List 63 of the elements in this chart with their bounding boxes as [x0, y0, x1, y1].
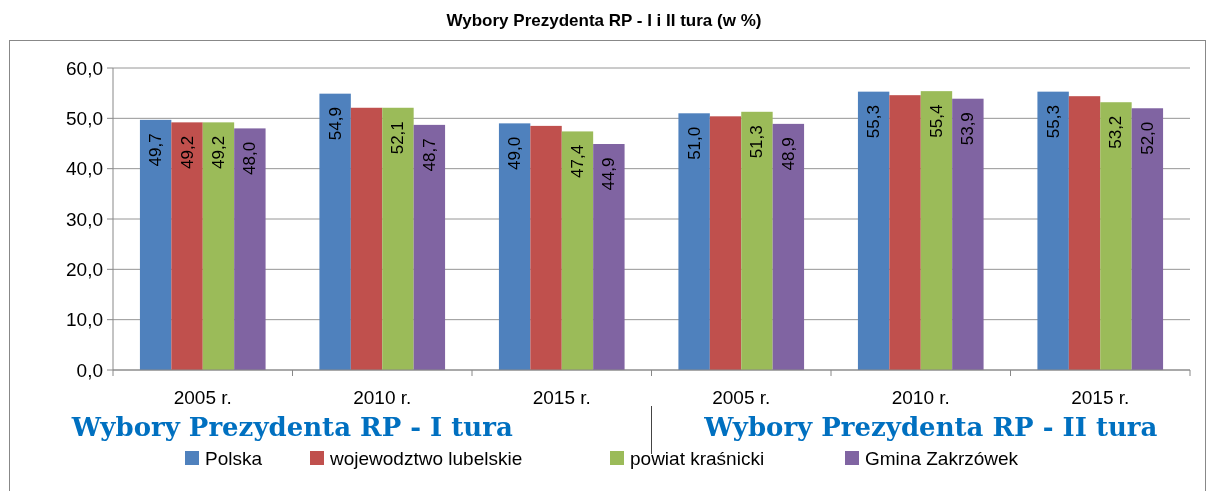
data-label: 53,2 [1106, 115, 1126, 149]
legend-label: Gmina Zakrzówek [865, 447, 1019, 469]
bar [857, 91, 890, 370]
bar [889, 95, 921, 370]
data-label: 54,9 [325, 107, 345, 141]
bar [772, 123, 805, 370]
y-tick-label: 60,0 [66, 57, 103, 79]
x-tick-label: 2005 r. [173, 387, 232, 408]
data-label: 51,3 [747, 125, 767, 159]
data-label: 49,7 [146, 133, 166, 167]
data-label: 49,2 [208, 135, 228, 169]
bar [678, 113, 710, 370]
text: Wybory Prezydenta RP - I tura [70, 412, 513, 442]
y-tick-label: 40,0 [66, 158, 103, 180]
data-label: 44,9 [599, 157, 619, 191]
legend-label: wojewodztwo lubelskie [329, 447, 523, 469]
bar [202, 122, 235, 370]
bar [1131, 108, 1164, 370]
data-label: 55,4 [926, 104, 946, 138]
legend-label: powiat kraśnicki [630, 447, 765, 469]
data-label: 49,2 [177, 135, 197, 169]
data-label: 51,0 [684, 126, 704, 160]
bar [413, 124, 446, 370]
x-tick-label: 2010 r. [353, 387, 412, 408]
chart-title: Wybory Prezydenta RP - I i II tura (w %) [446, 11, 762, 30]
text: Wybory Prezydenta RP - II tura [703, 412, 1158, 442]
x-tick-label: 2015 r. [532, 387, 591, 408]
x-tick-label: 2010 r. [891, 387, 950, 408]
bar [319, 93, 351, 370]
bar [920, 91, 953, 370]
bar [530, 125, 562, 370]
data-label: 53,9 [958, 112, 978, 146]
data-label: 55,3 [864, 105, 884, 139]
data-label: 48,9 [778, 137, 798, 171]
bar [1037, 91, 1069, 370]
data-label: 52,1 [388, 121, 408, 155]
x-tick-label: 2015 r. [1071, 387, 1130, 408]
y-tick-label: 20,0 [66, 258, 103, 280]
bar [1100, 102, 1132, 370]
y-tick-label: 30,0 [66, 208, 103, 230]
data-label: 47,4 [567, 144, 587, 178]
bar [593, 144, 625, 370]
data-label: 52,0 [1137, 121, 1157, 155]
bar [741, 111, 773, 370]
bar [1068, 96, 1101, 370]
x-tick-label: 2005 r. [712, 387, 771, 408]
bar [350, 107, 383, 370]
bar [952, 98, 984, 370]
y-tick-label: 50,0 [66, 107, 103, 129]
y-tick-label: 0,0 [76, 359, 103, 381]
bar [498, 123, 531, 370]
data-label: 48,7 [419, 138, 439, 172]
data-label: 49,0 [505, 136, 525, 170]
bar [234, 128, 266, 370]
data-label: 55,3 [1043, 105, 1063, 139]
bar [139, 119, 172, 370]
data-label: 48,0 [240, 141, 260, 175]
bar [382, 107, 414, 370]
bar [709, 116, 742, 370]
bar [561, 131, 594, 370]
y-tick-label: 10,0 [66, 309, 103, 331]
legend-label: Polska [205, 447, 263, 469]
bar [171, 122, 203, 370]
